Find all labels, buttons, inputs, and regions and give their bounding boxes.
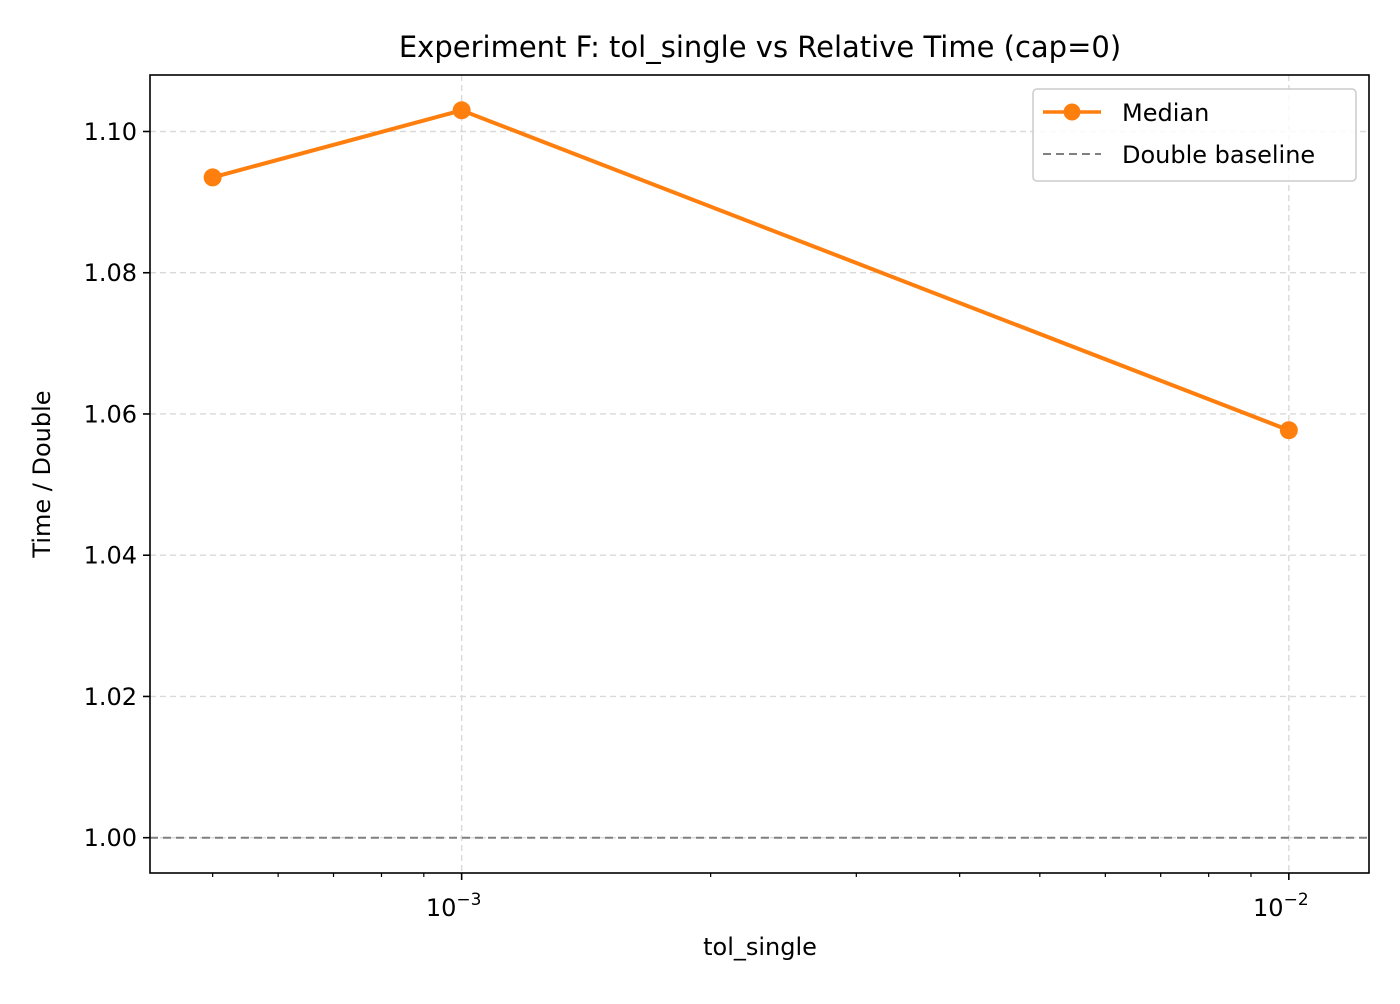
x-tick-label: 10−3 [426, 890, 482, 922]
legend-box [1032, 88, 1357, 182]
y-tick-label: 1.10 [84, 118, 137, 146]
legend-median-label: Median [1122, 99, 1209, 127]
chart-title: Experiment F: tol_single vs Relative Tim… [399, 30, 1121, 64]
y-axis-label: Time / Double [28, 390, 56, 558]
plot-area-frame [149, 74, 1370, 874]
y-tick-label: 1.08 [84, 259, 137, 287]
y-tick-label: 1.06 [84, 400, 137, 428]
grid-layer [150, 75, 1369, 873]
y-tick-label: 1.02 [84, 683, 137, 711]
y-ticks-layer: 1.00 1.02 1.04 1.06 1.08 1.10 [84, 118, 150, 852]
series-layer [203, 101, 1298, 440]
y-tick-label: 1.04 [84, 542, 137, 570]
legend-baseline-label: Double baseline [1122, 141, 1315, 169]
x-axis-label: tol_single [703, 933, 817, 961]
median-data-point [452, 101, 471, 120]
x-tick-label: 10−2 [1253, 890, 1309, 922]
legend: Median Double baseline [1032, 88, 1357, 182]
median-data-point [203, 168, 222, 187]
y-tick-label: 1.00 [84, 824, 137, 852]
x-ticks-layer: 10−3 10−2 [212, 873, 1309, 922]
median-data-point [1279, 421, 1298, 440]
legend-median-marker-swatch [1063, 103, 1081, 121]
